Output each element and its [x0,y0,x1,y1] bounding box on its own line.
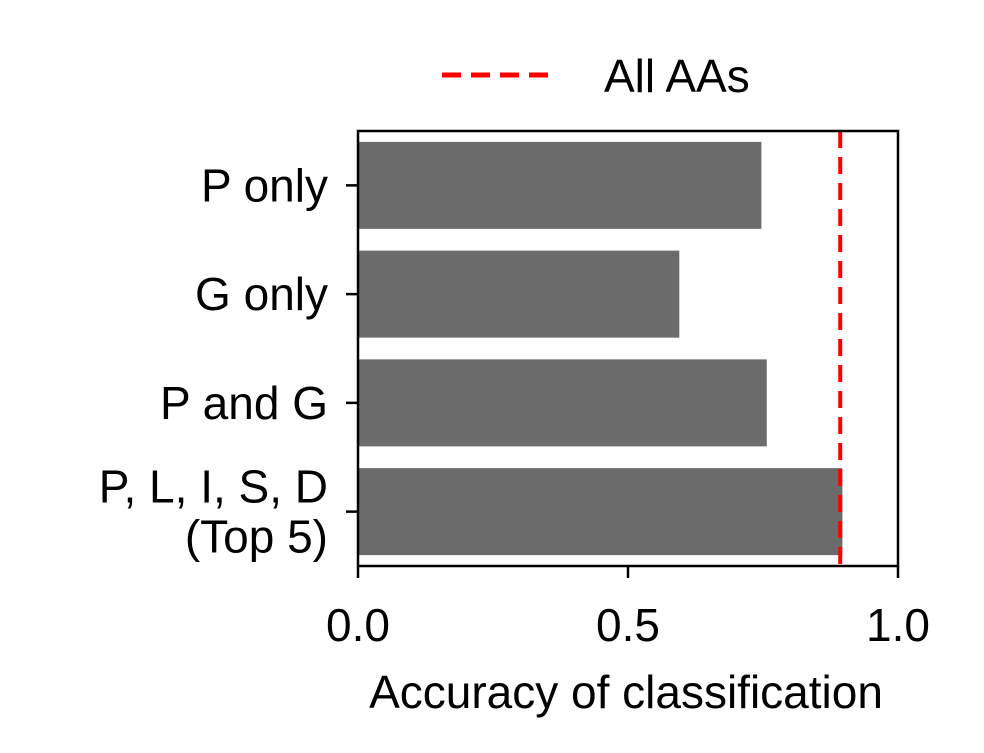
bar-3 [358,468,843,556]
bar-0 [358,141,762,229]
y-tick-label-0: P only [201,159,328,211]
x-tick-label-2: 1.0 [866,599,930,651]
bar-2 [358,359,767,447]
y-tick-label-3-line-0: P, L, I, S, D [99,461,328,513]
y-tick-label-1: G only [195,268,328,320]
legend-label: All AAs [604,50,750,102]
x-tick-label-1: 0.5 [596,599,660,651]
bars-group [358,141,843,556]
x-axis: 0.0 0.5 1.0 [326,566,930,651]
x-axis-label: Accuracy of classification [369,666,883,718]
legend: All AAs [442,50,750,102]
y-axis: P only G only P and G P, L, I, S, D(Top 5) [99,159,358,563]
y-tick-label-3-line-1: (Top 5) [185,511,328,563]
y-tick-label-2: P and G [160,377,328,429]
x-tick-label-0: 0.0 [326,599,390,651]
bar-1 [358,250,680,338]
